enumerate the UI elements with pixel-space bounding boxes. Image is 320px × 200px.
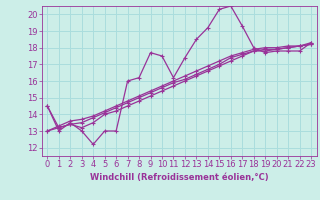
X-axis label: Windchill (Refroidissement éolien,°C): Windchill (Refroidissement éolien,°C) <box>90 173 268 182</box>
